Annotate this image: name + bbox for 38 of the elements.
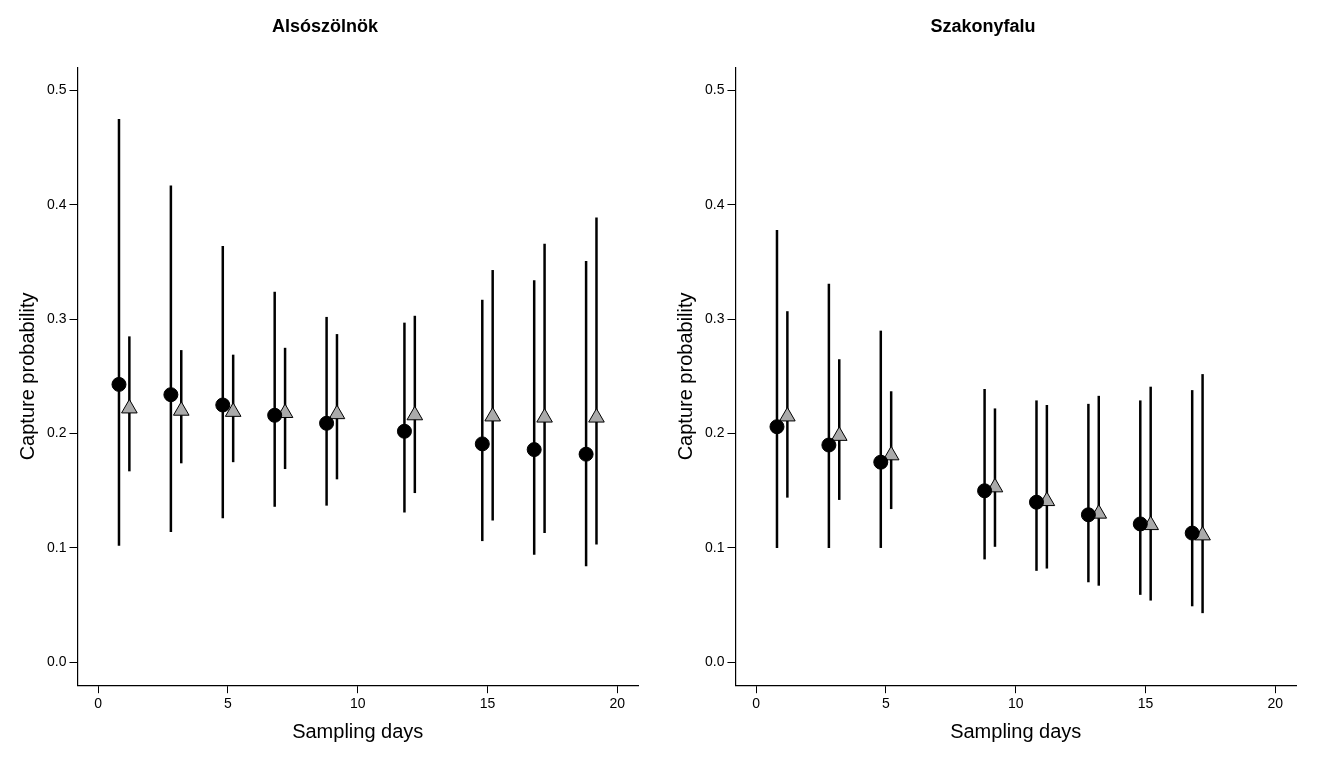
point	[977, 483, 993, 499]
y-tick-label: 0.0	[704, 653, 725, 670]
x-tick-label: 5	[882, 695, 891, 712]
y-tick-label: 0.4	[46, 195, 67, 212]
point	[1132, 516, 1148, 532]
y-axis-title: Capture probability	[673, 292, 696, 461]
y-tick-label: 0.4	[704, 195, 725, 212]
y-tick-label: 0.1	[46, 538, 67, 555]
x-tick-label: 15	[479, 695, 496, 712]
point	[821, 437, 837, 453]
x-tick-label: 15	[1137, 695, 1154, 712]
y-tick-label: 0.0	[46, 653, 67, 670]
y-tick-label: 0.3	[46, 310, 67, 327]
x-tick-label: 10	[349, 695, 366, 712]
point	[830, 426, 848, 441]
point	[1080, 507, 1096, 523]
x-tick-label: 10	[1007, 695, 1024, 712]
x-tick-label: 0	[94, 695, 103, 712]
point	[1184, 525, 1200, 541]
point	[779, 406, 796, 422]
point	[873, 454, 889, 470]
y-tick-label: 0.1	[704, 538, 725, 555]
x-tick-label: 0	[752, 695, 761, 712]
y-tick-label: 0.2	[46, 424, 67, 441]
y-tick-label: 0.5	[704, 81, 725, 98]
chart-title: Szakonyfalu	[930, 15, 1036, 36]
chart-title: Alsószölnök	[271, 15, 379, 36]
y-tick-label: 0.2	[704, 424, 725, 441]
y-tick-label: 0.3	[704, 310, 725, 327]
y-axis-title: Capture probability	[15, 292, 38, 461]
x-axis-title: Sampling days	[950, 719, 1082, 742]
x-tick-label: 20	[1267, 695, 1284, 712]
point	[769, 419, 785, 435]
point	[1028, 494, 1044, 510]
x-tick-label: 5	[224, 695, 233, 712]
y-tick-label: 0.5	[46, 81, 67, 98]
x-tick-label: 20	[609, 695, 626, 712]
x-axis-title: Sampling days	[292, 719, 424, 742]
